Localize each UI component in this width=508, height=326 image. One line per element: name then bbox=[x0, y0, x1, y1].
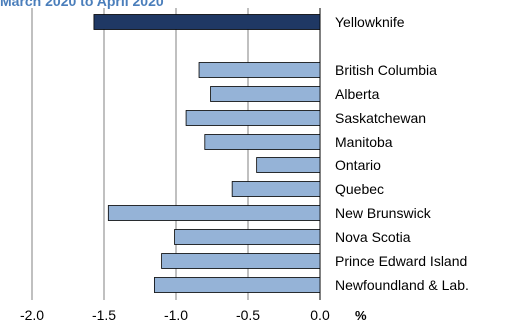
category-labels: Yellowknife British Columbia Alberta Saskat… bbox=[335, 14, 469, 293]
category-label: Nova Scotia bbox=[335, 229, 411, 245]
bar-alberta bbox=[210, 86, 321, 102]
grid-lines bbox=[31, 8, 321, 300]
category-label: Yellowknife bbox=[335, 14, 405, 30]
bar-manitoba bbox=[204, 134, 321, 150]
category-label: Saskatchewan bbox=[335, 110, 426, 126]
x-tick-label: -1.5 bbox=[92, 307, 116, 323]
bar-quebec bbox=[231, 181, 321, 197]
category-label: New Brunswick bbox=[335, 205, 432, 221]
chart-title: March 2020 to April 2020 bbox=[0, 0, 164, 9]
bar-yellowknife bbox=[93, 14, 321, 30]
category-label: Prince Edward Island bbox=[335, 253, 467, 269]
bar-ontario bbox=[256, 157, 321, 173]
bar-british-columbia bbox=[198, 62, 321, 78]
bar-prince-edward-island bbox=[161, 253, 321, 269]
category-label: Manitoba bbox=[335, 134, 393, 150]
x-axis-unit-label: % bbox=[355, 308, 367, 323]
category-label: Ontario bbox=[335, 157, 381, 173]
bar-saskatchewan bbox=[185, 110, 321, 126]
x-tick-label: -0.5 bbox=[236, 307, 260, 323]
x-tick-label: -2.0 bbox=[20, 307, 44, 323]
bar-new-brunswick bbox=[107, 205, 321, 221]
bar-nova-scotia bbox=[174, 229, 321, 245]
x-tick-label: 0.0 bbox=[310, 307, 330, 323]
category-label: British Columbia bbox=[335, 62, 437, 78]
bars bbox=[93, 14, 321, 293]
bar-newfoundland-lab- bbox=[153, 277, 321, 293]
category-label: Alberta bbox=[335, 86, 380, 102]
category-label: Newfoundland & Lab. bbox=[335, 277, 469, 293]
x-tick-label: -1.0 bbox=[164, 307, 188, 323]
x-tick-labels: -2.0 -1.5 -1.0 -0.5 0.0 bbox=[20, 307, 330, 323]
category-label: Quebec bbox=[335, 181, 384, 197]
